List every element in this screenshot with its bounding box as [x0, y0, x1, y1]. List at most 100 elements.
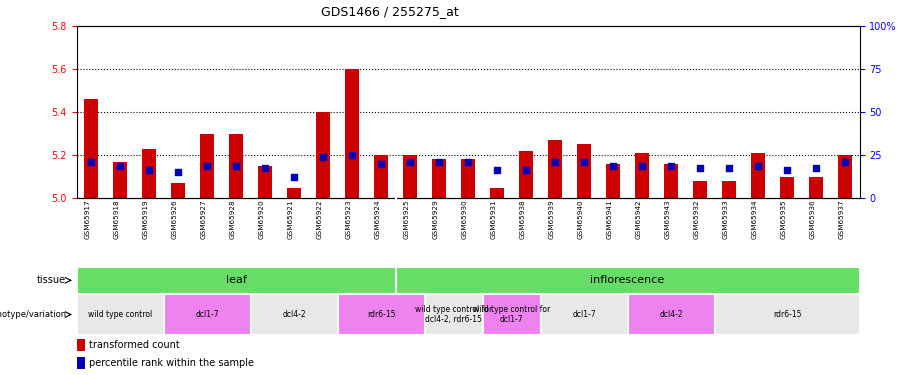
Bar — [113, 162, 127, 198]
Text: GSM65926: GSM65926 — [172, 200, 178, 239]
Text: GSM65923: GSM65923 — [346, 200, 352, 239]
Point — [518, 167, 533, 173]
Bar — [164, 294, 250, 335]
Text: inflorescence: inflorescence — [590, 275, 664, 285]
Bar — [809, 177, 823, 198]
Point — [577, 159, 591, 165]
Text: GSM65925: GSM65925 — [404, 200, 410, 239]
Bar — [76, 294, 164, 335]
Bar — [346, 69, 358, 198]
Bar — [250, 294, 338, 335]
Point — [287, 174, 302, 180]
Text: GSM65939: GSM65939 — [549, 200, 555, 239]
Point — [490, 167, 504, 173]
Bar — [338, 294, 425, 335]
Text: GSM65921: GSM65921 — [288, 200, 294, 239]
Bar — [482, 294, 541, 335]
Point — [432, 159, 446, 165]
Text: GSM65932: GSM65932 — [694, 200, 700, 239]
Text: GSM65919: GSM65919 — [143, 200, 149, 239]
Bar — [142, 148, 156, 198]
Text: dcl1-7: dcl1-7 — [572, 310, 596, 319]
Bar — [85, 99, 97, 198]
Point — [722, 165, 736, 171]
Text: GSM65943: GSM65943 — [665, 200, 671, 239]
Text: GSM65933: GSM65933 — [723, 200, 729, 239]
Bar — [172, 183, 184, 198]
Bar — [664, 164, 678, 198]
Text: GSM65927: GSM65927 — [201, 200, 207, 239]
Text: GSM65936: GSM65936 — [810, 200, 816, 239]
Text: wild type control for
dcl4-2, rdr6-15: wild type control for dcl4-2, rdr6-15 — [415, 305, 492, 324]
Bar — [374, 155, 388, 198]
Point — [403, 159, 418, 165]
Point — [316, 154, 330, 160]
Text: GSM65918: GSM65918 — [114, 200, 120, 239]
Text: genotype/variation: genotype/variation — [0, 310, 67, 319]
Bar — [491, 188, 503, 198]
Bar — [230, 134, 242, 198]
Bar — [541, 294, 627, 335]
Text: GSM65928: GSM65928 — [230, 200, 236, 239]
Point — [84, 159, 98, 165]
Text: rdr6-15: rdr6-15 — [773, 310, 801, 319]
Point — [200, 163, 214, 169]
Text: GSM65935: GSM65935 — [781, 200, 787, 239]
Bar — [462, 159, 474, 198]
Point — [664, 163, 679, 169]
Text: GSM65940: GSM65940 — [578, 200, 584, 239]
Text: GSM65942: GSM65942 — [636, 200, 642, 239]
Point — [693, 165, 707, 171]
Point — [779, 167, 794, 173]
Point — [809, 165, 824, 171]
Text: dcl1-7: dcl1-7 — [195, 310, 219, 319]
Bar — [578, 144, 590, 198]
Text: GSM65917: GSM65917 — [85, 200, 91, 239]
Bar — [723, 181, 735, 198]
Point — [606, 163, 620, 169]
Point — [838, 159, 852, 165]
Bar — [752, 153, 764, 198]
Bar — [548, 140, 562, 198]
Bar — [258, 166, 272, 198]
Bar — [715, 294, 860, 335]
Point — [751, 163, 765, 169]
Bar — [607, 164, 619, 198]
Bar — [395, 267, 860, 294]
Text: leaf: leaf — [226, 275, 247, 285]
Point — [634, 163, 649, 169]
Point — [112, 163, 127, 169]
Point — [461, 159, 475, 165]
Bar — [77, 339, 85, 351]
Text: GSM65930: GSM65930 — [462, 200, 468, 239]
Bar — [77, 357, 85, 369]
Bar — [780, 177, 794, 198]
Text: GSM65924: GSM65924 — [375, 200, 381, 239]
Bar — [317, 112, 329, 198]
Text: GSM65934: GSM65934 — [752, 200, 758, 239]
Text: GSM65920: GSM65920 — [259, 200, 265, 239]
Point — [548, 159, 562, 165]
Text: GDS1466 / 255275_at: GDS1466 / 255275_at — [320, 5, 459, 18]
Text: GSM65922: GSM65922 — [317, 200, 323, 239]
Text: dcl4-2: dcl4-2 — [659, 310, 683, 319]
Text: transformed count: transformed count — [88, 340, 179, 350]
Bar — [839, 155, 851, 198]
Point — [229, 163, 243, 169]
Bar — [76, 267, 395, 294]
Bar — [287, 188, 301, 198]
Point — [142, 167, 157, 173]
Text: GSM65931: GSM65931 — [491, 200, 497, 239]
Bar — [635, 153, 649, 198]
Bar — [433, 159, 446, 198]
Bar — [425, 294, 482, 335]
Text: wild type control for
dcl1-7: wild type control for dcl1-7 — [472, 305, 550, 324]
Text: tissue: tissue — [37, 275, 67, 285]
Bar — [403, 155, 417, 198]
Text: GSM65941: GSM65941 — [607, 200, 613, 239]
Text: rdr6-15: rdr6-15 — [367, 310, 395, 319]
Point — [171, 170, 185, 176]
Bar — [627, 294, 715, 335]
Point — [374, 161, 388, 167]
Text: GSM65938: GSM65938 — [520, 200, 526, 239]
